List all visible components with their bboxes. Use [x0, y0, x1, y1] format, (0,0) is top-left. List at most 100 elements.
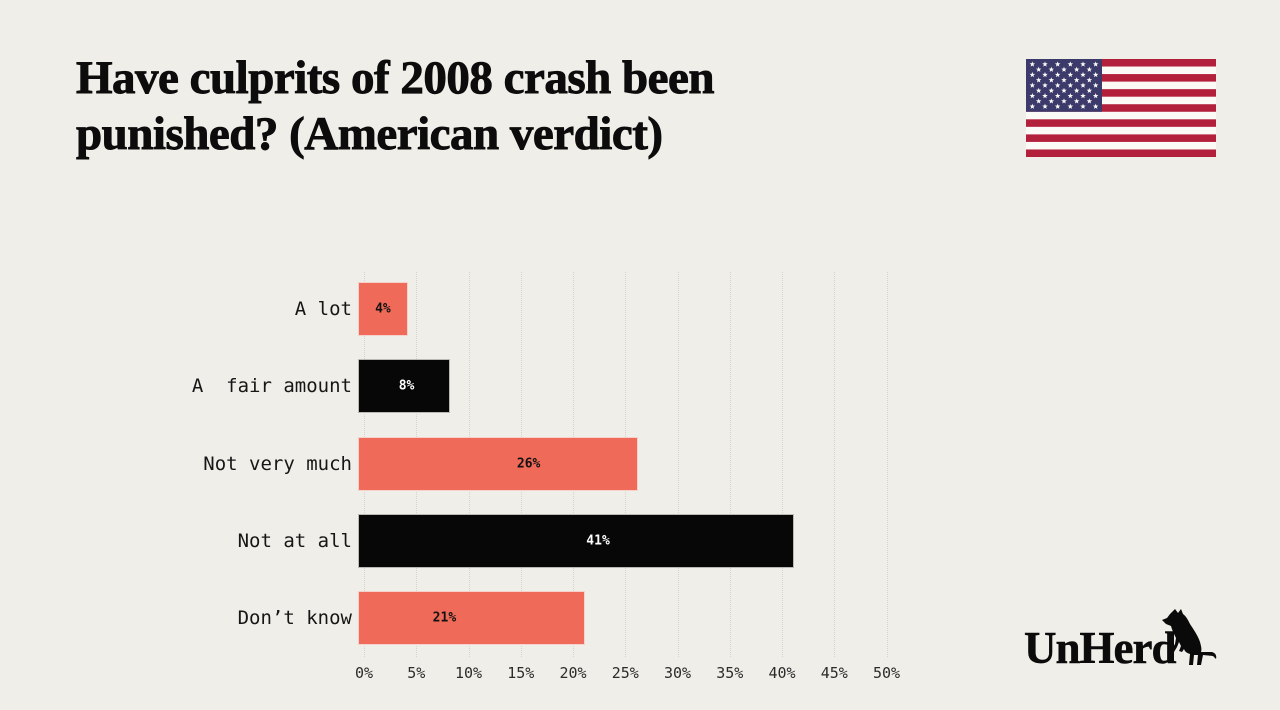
flag-star	[1035, 87, 1042, 94]
x-axis-tick-label: 15%	[507, 664, 535, 682]
flag-star	[1029, 93, 1036, 99]
x-axis-tick-label: 20%	[559, 664, 587, 682]
flag-star	[1086, 87, 1093, 94]
flag-star	[1048, 77, 1055, 83]
flag-star	[1092, 61, 1099, 67]
flag-star	[1061, 87, 1067, 94]
flag-star	[1029, 103, 1036, 109]
flag-star	[1061, 66, 1067, 72]
flag-star	[1061, 98, 1067, 104]
flag-star	[1086, 98, 1093, 104]
flag-stripe	[1026, 81, 1216, 90]
bar-value-label: 8%	[398, 378, 415, 394]
flag-star	[1092, 71, 1099, 78]
flag-star	[1080, 103, 1086, 109]
flag-star	[1042, 71, 1048, 78]
flag-stripe	[1026, 149, 1216, 157]
bar	[358, 436, 638, 491]
flag-star	[1054, 82, 1061, 88]
flag-star	[1067, 61, 1074, 67]
flag-star	[1067, 103, 1074, 109]
flag-star	[1080, 93, 1086, 99]
flag-star	[1054, 103, 1061, 109]
flag-star	[1092, 103, 1099, 109]
gridline	[886, 272, 888, 657]
flag-stripe	[1026, 89, 1216, 98]
x-axis-tick-label: 40%	[768, 664, 796, 682]
title-line-2: punished? (American verdict)	[76, 108, 664, 161]
x-axis-tick-label: 0%	[354, 664, 374, 682]
title-line-1: Have culprits of 2008 crash been	[76, 52, 715, 105]
flag-star	[1067, 71, 1074, 78]
flag-star	[1054, 93, 1061, 99]
flag-stripe	[1026, 111, 1216, 120]
x-axis-tick-label: 45%	[820, 664, 848, 682]
flag-star	[1035, 77, 1042, 83]
flag-star	[1029, 82, 1036, 88]
flag-star	[1054, 71, 1061, 78]
flag-star	[1073, 66, 1080, 72]
flag-stripe	[1026, 66, 1216, 75]
unherd-logo-text: UnHerd	[1024, 623, 1177, 674]
category-label: Not at all	[237, 529, 352, 552]
flag-star	[1092, 93, 1099, 99]
flag-stripe	[1026, 59, 1216, 67]
bar-value-label: 4%	[375, 301, 391, 317]
category-label: A fair amount	[191, 375, 352, 398]
flag-star	[1067, 82, 1074, 88]
bar	[358, 359, 450, 414]
x-axis-tick-label: 5%	[407, 664, 426, 682]
flag-stripe	[1026, 104, 1216, 113]
x-axis-tick-label: 30%	[663, 664, 692, 682]
bar	[358, 513, 795, 568]
flag-stripe	[1026, 96, 1216, 105]
flag-star	[1073, 77, 1080, 83]
x-axis-tick-label: 25%	[611, 664, 639, 682]
flag-star	[1054, 61, 1061, 67]
page-title: Have culprits of 2008 crash been punishe…	[76, 50, 715, 162]
flag-star	[1086, 66, 1093, 72]
flag-star	[1042, 103, 1048, 109]
category-label: Not very much	[203, 452, 352, 475]
flag-star	[1029, 71, 1036, 78]
unherd-logo: UnHerd	[1024, 609, 1217, 674]
flag-star	[1067, 93, 1074, 99]
flag-star	[1035, 98, 1042, 104]
flag-star	[1042, 61, 1048, 67]
x-axis-tick-label: 50%	[872, 664, 901, 682]
flag-star	[1086, 77, 1093, 83]
flag-star	[1042, 82, 1048, 88]
x-axis-tick-label: 35%	[716, 664, 744, 682]
flag-star	[1035, 66, 1042, 72]
gridline	[677, 272, 679, 657]
flag-star	[1048, 66, 1055, 72]
flag-stripe	[1026, 134, 1216, 143]
flag-star	[1042, 93, 1048, 99]
flag-star	[1080, 82, 1086, 88]
gridline	[782, 272, 783, 657]
us-flag-icon	[1026, 59, 1216, 157]
flag-star	[1080, 61, 1086, 67]
flag-star	[1048, 87, 1055, 94]
flag-star	[1080, 71, 1086, 78]
flag-star	[1061, 77, 1067, 83]
category-label: Don’t know	[237, 607, 352, 630]
flag-stripe	[1026, 126, 1216, 135]
bar	[358, 591, 586, 646]
flag-star	[1029, 61, 1036, 67]
flag-star	[1073, 87, 1080, 94]
flag-stripe	[1026, 141, 1216, 150]
flag-stripe	[1026, 74, 1216, 83]
bar-value-label: 26%	[516, 456, 541, 472]
bar	[358, 282, 408, 336]
unherd-cow-icon	[1162, 609, 1217, 665]
flag-star	[1048, 98, 1055, 104]
gridline	[729, 272, 731, 657]
x-axis-tick-label: 10%	[454, 664, 483, 682]
flag-star	[1073, 98, 1080, 104]
bar-value-label: 21%	[432, 610, 457, 626]
flag-stripe	[1026, 119, 1216, 128]
bar-value-label: 41%	[586, 533, 610, 549]
gridline	[834, 272, 836, 657]
